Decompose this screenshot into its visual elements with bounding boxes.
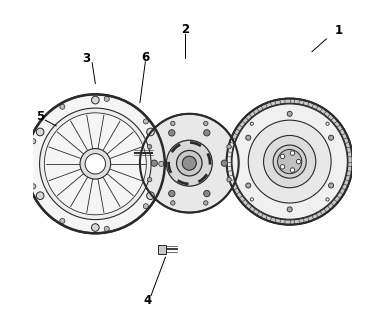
Circle shape bbox=[227, 145, 231, 149]
Circle shape bbox=[92, 96, 99, 104]
Circle shape bbox=[177, 150, 202, 176]
Circle shape bbox=[31, 184, 36, 189]
Circle shape bbox=[26, 94, 165, 233]
Circle shape bbox=[159, 161, 164, 166]
Circle shape bbox=[36, 128, 44, 136]
Circle shape bbox=[328, 135, 334, 140]
Circle shape bbox=[60, 218, 65, 223]
Circle shape bbox=[328, 183, 334, 188]
Text: 5: 5 bbox=[36, 110, 44, 124]
Circle shape bbox=[290, 151, 295, 155]
Text: 6: 6 bbox=[141, 51, 149, 64]
Circle shape bbox=[147, 177, 152, 182]
Circle shape bbox=[169, 130, 175, 136]
Circle shape bbox=[147, 192, 154, 199]
FancyBboxPatch shape bbox=[158, 245, 166, 254]
Circle shape bbox=[287, 207, 292, 212]
Circle shape bbox=[85, 154, 105, 174]
Circle shape bbox=[246, 135, 251, 140]
Circle shape bbox=[250, 198, 253, 201]
Circle shape bbox=[169, 190, 175, 197]
Circle shape bbox=[36, 192, 44, 199]
Circle shape bbox=[80, 148, 110, 179]
Circle shape bbox=[326, 122, 329, 125]
Circle shape bbox=[264, 135, 316, 188]
Circle shape bbox=[151, 160, 157, 166]
Text: 2: 2 bbox=[181, 23, 189, 36]
Circle shape bbox=[40, 108, 151, 220]
Circle shape bbox=[248, 120, 331, 203]
Circle shape bbox=[143, 119, 148, 124]
Circle shape bbox=[104, 226, 109, 231]
Circle shape bbox=[290, 168, 295, 172]
Circle shape bbox=[221, 160, 228, 166]
Circle shape bbox=[31, 139, 36, 144]
Circle shape bbox=[280, 154, 285, 159]
Circle shape bbox=[104, 96, 109, 101]
Circle shape bbox=[280, 164, 285, 169]
Circle shape bbox=[171, 201, 175, 205]
Circle shape bbox=[287, 111, 292, 116]
Circle shape bbox=[171, 121, 175, 126]
Circle shape bbox=[147, 128, 154, 136]
Circle shape bbox=[182, 156, 196, 170]
Bar bbox=[20, 156, 29, 172]
Text: 1: 1 bbox=[335, 24, 343, 37]
Circle shape bbox=[204, 130, 210, 136]
Circle shape bbox=[44, 113, 146, 215]
Circle shape bbox=[231, 103, 348, 220]
Circle shape bbox=[204, 190, 210, 197]
Circle shape bbox=[143, 204, 148, 209]
Circle shape bbox=[296, 159, 301, 164]
Text: 4: 4 bbox=[144, 294, 152, 307]
Circle shape bbox=[204, 121, 208, 126]
Circle shape bbox=[227, 177, 231, 182]
Circle shape bbox=[232, 104, 347, 219]
Circle shape bbox=[273, 145, 306, 178]
Circle shape bbox=[278, 149, 302, 174]
Circle shape bbox=[250, 122, 253, 125]
Circle shape bbox=[227, 99, 353, 225]
Circle shape bbox=[147, 145, 152, 149]
Text: 3: 3 bbox=[82, 52, 90, 65]
Circle shape bbox=[204, 201, 208, 205]
Circle shape bbox=[140, 114, 239, 212]
Circle shape bbox=[246, 183, 251, 188]
Circle shape bbox=[166, 140, 212, 186]
Circle shape bbox=[92, 224, 99, 231]
Circle shape bbox=[0, 158, 5, 166]
Circle shape bbox=[326, 198, 329, 201]
Circle shape bbox=[60, 104, 65, 109]
